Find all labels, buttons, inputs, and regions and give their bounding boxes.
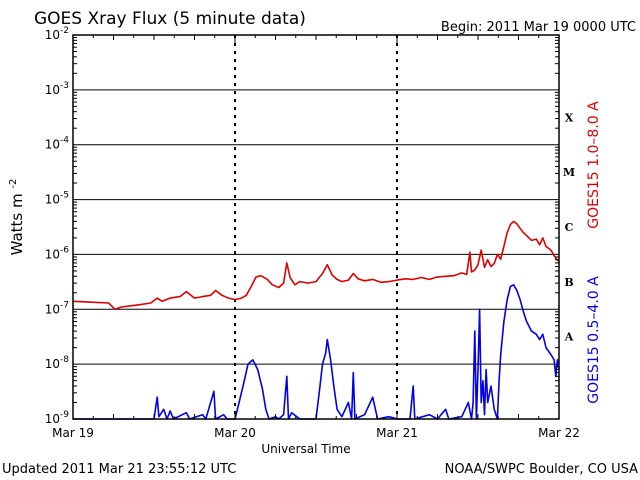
x-tick-label: Mar 20: [214, 426, 256, 440]
series-long-channel: [72, 220, 560, 311]
legend-long-channel: GOES15 1.0–8.0 A: [586, 101, 602, 229]
series-short-channel: [73, 283, 560, 420]
y-axis-title-text: Watts m -2: [8, 179, 26, 256]
y-tick-label: 10-5: [45, 191, 69, 207]
source-credit: NOAA/SWPC Boulder, CO USA: [445, 462, 638, 477]
x-tick-labels: Mar 19 Mar 20 Mar 21 Mar 22: [52, 426, 580, 440]
plot-frame: [72, 34, 560, 420]
x-tick-label: Mar 22: [538, 426, 580, 440]
y-tick-label: 10-4: [45, 136, 70, 152]
begin-date-label: Begin: 2011 Mar 19 0000 UTC: [441, 20, 636, 35]
flare-class-label: A: [564, 331, 574, 344]
y-tick-label: 10-2: [45, 26, 69, 42]
x-tick-label: Mar 19: [52, 426, 94, 440]
updated-timestamp: Updated 2011 Mar 21 23:55:12 UTC: [2, 462, 236, 477]
y-axis-title: Watts m -2: [8, 179, 26, 256]
grid-layer: [73, 35, 559, 419]
flare-class-label: M: [563, 166, 575, 179]
y-tick-label: 10-6: [45, 245, 70, 261]
flare-class-labels: X M C B A: [563, 111, 575, 343]
y-tick-label: 10-9: [45, 410, 70, 426]
flare-class-label: X: [565, 111, 574, 124]
x-axis-title: Universal Time: [261, 442, 350, 456]
chart-title: GOES Xray Flux (5 minute data): [34, 9, 306, 29]
y-tick-label: 10-7: [45, 300, 69, 316]
series-legend: GOES15 1.0–8.0 A GOES15 0.5–4.0 A: [586, 101, 602, 404]
series-layer: [72, 220, 560, 420]
flare-class-label: C: [565, 221, 574, 234]
y-tick-label: 10-3: [45, 81, 69, 97]
y-tick-labels: 10-2 10-3 10-4 10-5 10-6 10-7 10-8 10-9: [45, 26, 70, 426]
flare-class-label: B: [564, 276, 573, 289]
legend-short-channel: GOES15 0.5–4.0 A: [586, 276, 602, 404]
x-tick-label: Mar 21: [376, 426, 418, 440]
y-tick-label: 10-8: [45, 355, 70, 371]
